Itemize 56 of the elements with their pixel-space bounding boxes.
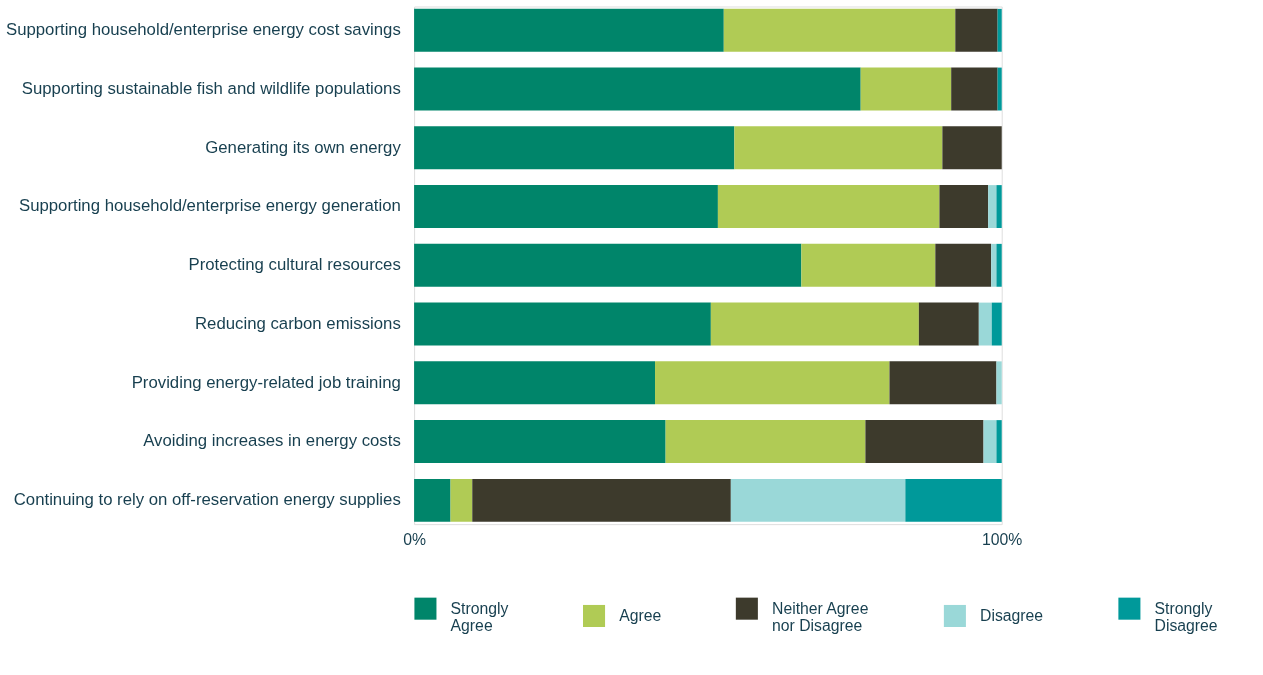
bar: [801, 243, 936, 287]
bar: [723, 8, 956, 52]
bar: [991, 243, 997, 287]
y-tick-label: Supporting sustainable fish and wildlife populations: [21, 78, 401, 98]
bar: [939, 185, 989, 228]
bar: [935, 243, 992, 287]
bar: [997, 67, 1002, 111]
bar: [978, 302, 992, 346]
bar: [414, 302, 711, 346]
bar: [710, 302, 919, 346]
legend-label: Neither Agree nor Disagree: [772, 599, 869, 635]
bar: [414, 243, 802, 287]
bar: [996, 185, 1002, 228]
bar: [450, 478, 473, 522]
y-tick-label: Supporting household/enterprise energy generation: [18, 196, 401, 216]
legend-label: Strongly Agree: [450, 599, 509, 635]
y-tick-label: Supporting household/enterprise energy cost savings: [5, 20, 401, 40]
x-tick-label: 0%: [403, 531, 426, 549]
bar: [951, 67, 998, 111]
bar: [889, 361, 997, 405]
x-tick-label: 100%: [982, 531, 1023, 549]
bar: [717, 185, 940, 228]
y-tick-label: Generating its own energy: [205, 137, 402, 157]
y-tick-label: Continuing to rely on off-reservation energy supplies: [13, 490, 401, 510]
bar: [414, 185, 718, 228]
bar: [414, 8, 724, 52]
bar: [918, 302, 979, 346]
bar: [996, 420, 1002, 464]
bar: [983, 420, 997, 464]
bar: [414, 478, 451, 522]
bar: [865, 420, 984, 464]
bar: [655, 361, 890, 405]
bar: [730, 478, 906, 522]
bar: [996, 361, 1002, 405]
bar: [988, 185, 997, 228]
legend-label: Disagree: [980, 606, 1044, 624]
bar: [414, 361, 656, 405]
y-tick-label: Reducing carbon emissions: [195, 313, 401, 333]
y-tick-label: Providing energy-related job training: [131, 372, 401, 392]
bar: [472, 478, 731, 522]
bar: [997, 8, 1002, 52]
bar: [860, 67, 952, 111]
legend-label: Strongly Disagree: [1154, 599, 1218, 635]
legend-label: Agree: [619, 606, 662, 624]
bar: [734, 126, 943, 170]
bar: [414, 420, 666, 464]
bar: [414, 126, 735, 170]
bar: [942, 126, 1002, 170]
bar: [905, 478, 1002, 522]
bar: [996, 243, 1002, 287]
bar: [955, 8, 998, 52]
y-tick-label: Avoiding increases in energy costs: [143, 431, 401, 451]
bar: [414, 67, 861, 111]
y-tick-label: Protecting cultural resources: [188, 255, 401, 275]
bar: [665, 420, 866, 464]
bar: [991, 302, 1002, 346]
